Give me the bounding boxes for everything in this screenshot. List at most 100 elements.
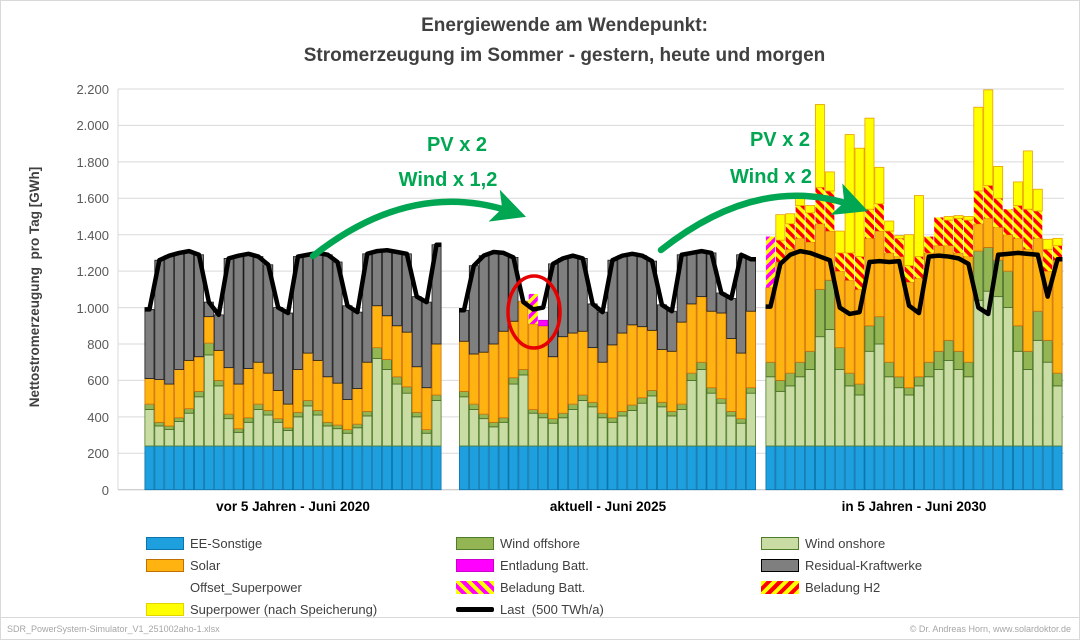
y-tick-label: 2.200 [76,82,109,97]
bar-segment-solar [686,303,697,374]
bar-segment-wind_onshore [322,425,333,447]
bar-segment-wind_onshore [904,394,915,447]
bar-segment-wind_onshore [273,421,284,447]
y-tick-label: 1.400 [76,227,109,243]
bar-segment-superpower [1052,237,1063,247]
legend-column-2: Wind offshore Entladung Batt. Beladung Bat… [456,532,604,620]
bar-segment-residual [322,254,333,378]
bar-segment-beladung_h2 [1043,249,1053,272]
bar-segment-solar [637,326,648,399]
bar-segment-superpower [894,235,905,239]
bar-segment-ee_sonstige [785,445,796,491]
bar-segment-solar [164,383,175,427]
bar-segment-wind_onshore [431,400,442,447]
legend-column-3: Wind onshore Residual-Kraftwerke Beladung … [761,532,922,598]
bar-segment-residual [352,311,363,390]
bar-segment-solar [627,324,638,406]
bar-segment-wind_offshore [253,403,264,410]
bar-segment-solar [1022,248,1033,352]
bar-segment-residual [478,255,489,353]
bar-segment-ee_sonstige [528,445,539,491]
bar-segment-ee_sonstige [676,445,687,491]
bar-segment-ee_sonstige [696,445,707,491]
bar-segment-beladung_h2 [815,187,825,224]
legend-swatch-line-icon [456,606,494,612]
bar-segment-wind_offshore [676,403,687,410]
bar-segment-ee_sonstige [302,445,313,491]
bar-segment-wind_onshore [637,402,648,447]
bar-segment-wind_onshore [184,412,195,447]
bar-segment-ee_sonstige [864,445,875,491]
bar-segment-wind_offshore [824,279,835,330]
bar-segment-solar [943,245,954,341]
legend-label: Solar [190,557,221,573]
bar-segment-wind_onshore [1052,385,1063,447]
last-line-group-0 [144,242,442,318]
bar-segment-superpower [834,230,845,254]
bar-segment-beladung_h2 [993,198,1003,228]
bar-segment-residual [233,255,244,385]
bar-segment-ee_sonstige [1013,445,1023,491]
bar-segment-solar [736,352,747,420]
bar-segment-ee_sonstige [401,445,412,491]
growth-arrow-left-icon [309,189,527,260]
bar-segment-wind_offshore [943,339,954,361]
bar-segment-wind_onshore [746,392,757,447]
legend-item: Superpower (nach Speicherung) [146,598,377,620]
bar-segment-solar [587,347,598,403]
bar-segment-ee_sonstige [795,445,806,491]
bar-segment-solar [953,252,964,352]
legend-swatch-hatch_batt-icon [456,580,494,594]
bar-segment-wind_offshore [203,342,214,356]
bar-segment-wind_onshore [597,417,608,447]
bar-segment-wind_onshore [478,418,489,447]
bar-segment-wind_offshore [686,372,697,381]
bar-segment-wind_onshore [518,374,529,447]
bar-segment-solar [548,356,559,420]
bar-segment-beladung_batt [765,236,775,288]
bar-segment-ee_sonstige [854,445,865,491]
bar-segment-wind_offshore [963,361,974,378]
bar-segment-ee_sonstige [953,445,964,491]
bar-segment-superpower [844,134,855,254]
y-tick-label: 1.000 [76,300,109,316]
bar-segment-solar [174,369,185,419]
bar-segment-wind_onshore [233,431,244,447]
bar-segment-superpower [874,166,885,205]
bar-segment-ee_sonstige [993,445,1004,491]
bar-segment-superpower [775,214,786,241]
bar-segment-residual [498,252,509,332]
bar-segment-superpower [815,104,825,188]
bar-segment-solar [154,379,165,423]
bar-segment-solar [223,367,234,415]
bar-segment-solar [273,390,284,420]
bar-segment-wind_offshore [627,404,638,411]
annotation-pv-left: PV x 2 [426,134,488,156]
legend-swatch-offshore-icon [456,536,494,550]
bar-segment-wind_onshore [716,402,727,447]
legend-item: Entladung Batt. [456,554,604,576]
bar-segment-wind_onshore [498,421,509,447]
bar-segment-beladung_h2 [775,240,785,263]
bar-segment-wind_offshore [372,347,383,359]
bar-segment-residual [411,296,422,368]
bar-segment-ee_sonstige [518,445,529,491]
bar-segment-beladung_h2 [983,185,993,219]
bar-segment-wind_onshore [647,395,658,447]
bar-segment-solar [263,372,274,411]
bar-segment-wind_onshore [676,409,687,447]
bar-segment-wind_onshore [617,415,628,447]
bar-segment-ee_sonstige [253,445,264,491]
bar-segment-residual [421,301,432,389]
bar-segment-wind_offshore [666,410,677,417]
bar-segment-wind_offshore [518,369,529,376]
bar-segment-beladung_h2 [904,265,914,283]
bar-segment-solar [617,332,628,412]
bar-segment-wind_onshore [973,299,984,447]
bar-segment-residual [458,309,469,342]
bar-segment-wind_offshore [874,316,885,345]
bar-segment-solar [382,315,393,360]
bar-segment-beladung_h2 [845,252,855,281]
bar-segment-superpower [1032,188,1043,212]
